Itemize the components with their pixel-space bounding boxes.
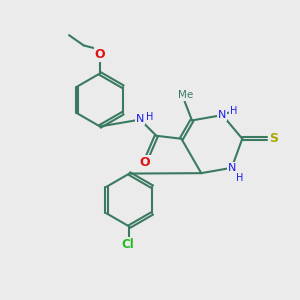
Text: S: S — [269, 132, 278, 145]
Text: Me: Me — [178, 90, 194, 100]
Text: H: H — [230, 106, 237, 116]
Text: N: N — [227, 163, 236, 173]
Text: N: N — [218, 110, 226, 120]
Text: Cl: Cl — [122, 238, 134, 251]
Text: O: O — [94, 48, 105, 62]
Text: O: O — [139, 156, 150, 170]
Text: H: H — [146, 112, 153, 122]
Text: H: H — [236, 173, 244, 183]
Text: N: N — [136, 114, 144, 124]
